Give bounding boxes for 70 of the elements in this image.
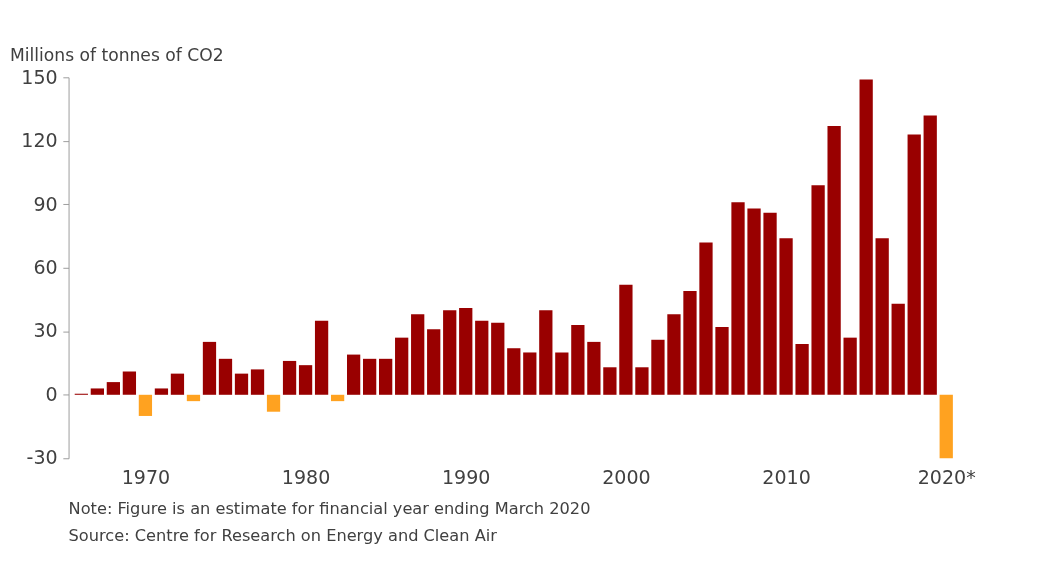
- bar: [795, 344, 809, 395]
- bar: [395, 337, 409, 395]
- y-tick-label: 90: [33, 192, 58, 215]
- bar: [555, 352, 569, 395]
- bar: [907, 134, 921, 395]
- bar: [330, 394, 345, 402]
- bar: [731, 202, 745, 395]
- bar: [587, 341, 601, 395]
- bar: [699, 242, 713, 395]
- bar: [571, 324, 585, 395]
- bar: [459, 308, 473, 395]
- x-tick-label: 1970: [121, 465, 171, 488]
- bar: [170, 373, 185, 395]
- bar: [346, 354, 361, 395]
- bar: [875, 238, 889, 395]
- y-axis-title: Millions of tonnes of CO2: [10, 44, 224, 65]
- bar: [939, 394, 953, 459]
- bar: [827, 126, 841, 395]
- bar: [411, 314, 425, 395]
- bar: [523, 352, 537, 395]
- bar: [475, 320, 489, 395]
- x-tick-label: 1980: [281, 465, 331, 488]
- bar: [779, 238, 793, 395]
- bar: [427, 329, 441, 395]
- bar: [635, 367, 649, 395]
- bar: [122, 371, 137, 395]
- y-tick-label: 60: [33, 256, 58, 278]
- bar: [491, 322, 505, 395]
- bar: [619, 284, 633, 395]
- bar: [763, 212, 777, 395]
- bar: [859, 79, 873, 395]
- bar: [282, 360, 297, 395]
- bar: [379, 358, 393, 395]
- bar: [202, 341, 217, 395]
- x-tick-label: 2010: [762, 465, 811, 488]
- bar: [106, 382, 121, 395]
- bar: [298, 365, 313, 395]
- bar: [539, 310, 553, 395]
- bar: [811, 185, 825, 395]
- x-tick-label: 2000: [602, 465, 651, 488]
- bar: [314, 320, 329, 395]
- y-tick-label: -30: [26, 446, 58, 469]
- y-tick-label: 0: [45, 382, 58, 405]
- bar: [651, 339, 665, 395]
- y-tick-label: 120: [21, 129, 58, 152]
- y-tick-label: 150: [21, 65, 58, 88]
- y-tick-label: 30: [33, 319, 58, 342]
- bar: [234, 373, 249, 395]
- source-note: Source: Centre for Research on Energy and Clean Air: [68, 526, 498, 546]
- bar: [747, 208, 761, 395]
- bar: [138, 394, 153, 416]
- bar: [154, 388, 169, 395]
- bar: [683, 291, 697, 395]
- bar: [507, 348, 521, 395]
- x-tick-label: 1990: [442, 465, 491, 488]
- bar: [266, 394, 281, 412]
- bar: [715, 327, 729, 395]
- bar: [363, 358, 377, 395]
- bar: [923, 115, 937, 395]
- bar: [443, 310, 457, 395]
- bar: [843, 337, 857, 395]
- x-tick-label: 2020*: [917, 465, 976, 488]
- bar: [250, 369, 265, 395]
- bar: [603, 367, 617, 395]
- bar: [186, 394, 201, 402]
- text: Note: Figure is an estimate for financial year ending March 2020: [68, 499, 591, 519]
- bar: [667, 314, 681, 395]
- bar: [218, 358, 233, 395]
- bar: [90, 388, 104, 395]
- bar: [891, 303, 905, 395]
